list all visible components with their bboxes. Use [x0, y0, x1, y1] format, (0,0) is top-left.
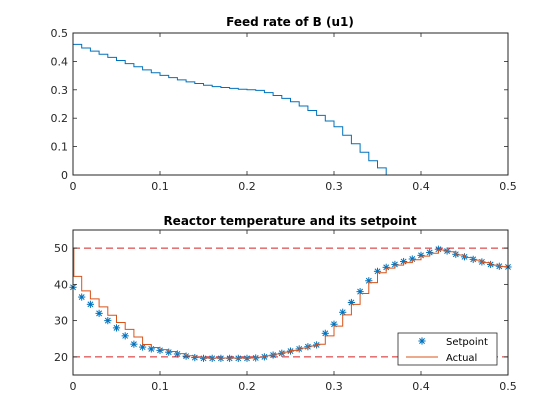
feed-rate-title: Feed rate of B (u1): [226, 15, 354, 29]
temperature-title: Reactor temperature and its setpoint: [163, 214, 416, 228]
x-tick-label: 0.4: [412, 180, 430, 193]
feed-rate-ticks: 0 0.1 0.2 0.3 0.4 0.5 0 0.1 0.2 0.3 0.4 0.5: [51, 27, 517, 193]
setpoint-marker: [86, 300, 94, 308]
y-tick-label: 50: [54, 242, 68, 255]
setpoint-marker: [78, 293, 86, 301]
y-tick-label: 0.1: [51, 141, 69, 154]
legend-setpoint-label: Setpoint: [446, 337, 488, 348]
x-tick-label: 0.3: [325, 180, 343, 193]
setpoint-marker: [121, 332, 129, 340]
y-tick-label: 40: [54, 278, 68, 291]
temperature-legend: Setpoint Actual: [397, 332, 498, 366]
y-tick-label: 0.4: [51, 55, 69, 68]
temperature-limit-lines: [73, 247, 508, 358]
legend-actual-label: Actual: [446, 353, 477, 364]
x-tick-label: 0.2: [238, 180, 256, 193]
x-tick-label: 0.4: [412, 380, 430, 393]
setpoint-marker: [95, 309, 103, 317]
x-tick-label: 0.5: [499, 380, 517, 393]
x-tick-label: 0: [70, 180, 77, 193]
setpoint-marker: [426, 248, 434, 257]
legend-setpoint-marker: [418, 337, 426, 345]
y-tick-label: 0.3: [51, 84, 69, 97]
y-tick-label: 0: [61, 169, 68, 182]
setpoint-marker: [104, 317, 112, 325]
y-tick-label: 0.2: [51, 112, 69, 125]
feed-rate-line: [73, 43, 508, 176]
temperature-axes: Reactor temperature and its setpoint 0 0.…: [54, 214, 517, 393]
setpoint-marker: [165, 348, 173, 356]
x-tick-label: 0.1: [151, 180, 169, 193]
feed-rate-axes-box: [72, 32, 509, 176]
x-tick-label: 0.3: [325, 380, 343, 393]
legend-asterisk: [418, 337, 426, 345]
y-tick-label: 20: [54, 351, 68, 364]
x-tick-label: 0.5: [499, 180, 517, 193]
x-tick-label: 0.2: [238, 380, 256, 393]
actual-line: [73, 247, 509, 359]
feed-rate-series-layer: [73, 43, 508, 176]
y-tick-label: 30: [54, 315, 68, 328]
setpoint-marker: [391, 260, 399, 269]
x-tick-label: 0: [70, 380, 77, 393]
x-tick-label: 0.1: [151, 380, 169, 393]
y-tick-label: 0.5: [51, 27, 69, 40]
feed-rate-axes: Feed rate of B (u1) 0 0.1 0.2 0.3 0.4 0.5 0 0.1…: [51, 15, 517, 193]
setpoint-marker: [112, 324, 121, 332]
temperature-ticks: 0 0.1 0.2 0.3 0.4 0.5 20 30 40 50: [54, 230, 517, 393]
setpoint-marker: [130, 340, 138, 348]
setpoint-marker: [408, 255, 416, 263]
legend-box: [397, 332, 498, 366]
temperature-axes-box: [72, 229, 509, 376]
